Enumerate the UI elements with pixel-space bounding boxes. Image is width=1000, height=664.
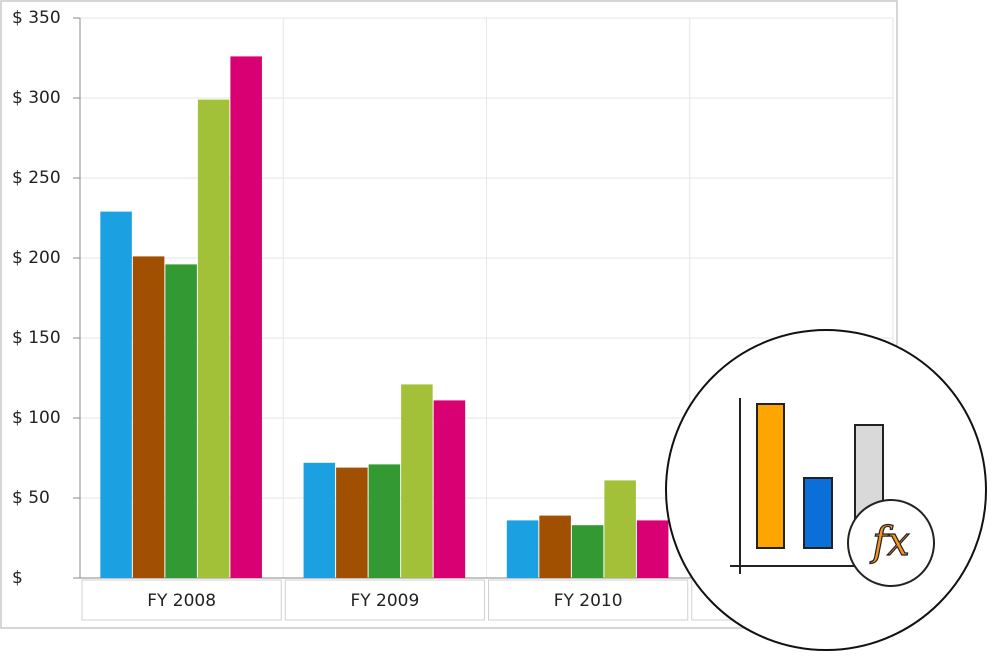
- x-tick-label: FY 2009: [350, 591, 419, 611]
- bar: [230, 56, 262, 578]
- y-tick-label: $ 100: [12, 408, 61, 428]
- bar: [303, 462, 336, 578]
- y-tick-label: $ 50: [12, 488, 50, 508]
- y-tick-label: $: [12, 568, 23, 588]
- bar: [636, 520, 669, 578]
- bar: [401, 384, 433, 578]
- icon-fx: fx: [869, 519, 909, 565]
- bar: [539, 515, 571, 578]
- y-tick-label: $ 200: [12, 248, 61, 268]
- bar: [132, 256, 165, 578]
- bar: [100, 211, 132, 578]
- y-tick-label: $ 250: [12, 168, 61, 188]
- bar: [165, 264, 197, 578]
- bar: [197, 99, 230, 578]
- icon-bar: [756, 403, 785, 549]
- x-category-box: [284, 579, 485, 621]
- bar: [506, 520, 539, 578]
- bar: [571, 525, 604, 578]
- icon-bar: [803, 477, 833, 549]
- x-tick-label: FY 2008: [147, 591, 216, 611]
- y-tick-label: $ 150: [12, 328, 61, 348]
- y-tick-label: $ 300: [12, 88, 61, 108]
- bar: [368, 464, 401, 578]
- bar: [433, 400, 466, 578]
- x-tick-label: FY 2010: [554, 591, 623, 611]
- x-category-box: [488, 579, 689, 621]
- icon-fx-circle: [847, 499, 935, 587]
- x-category-box: [81, 579, 282, 621]
- y-tick-label: $ 350: [12, 8, 61, 28]
- icon-badge: fx: [665, 329, 987, 651]
- bar: [604, 480, 636, 578]
- bar: [336, 467, 368, 578]
